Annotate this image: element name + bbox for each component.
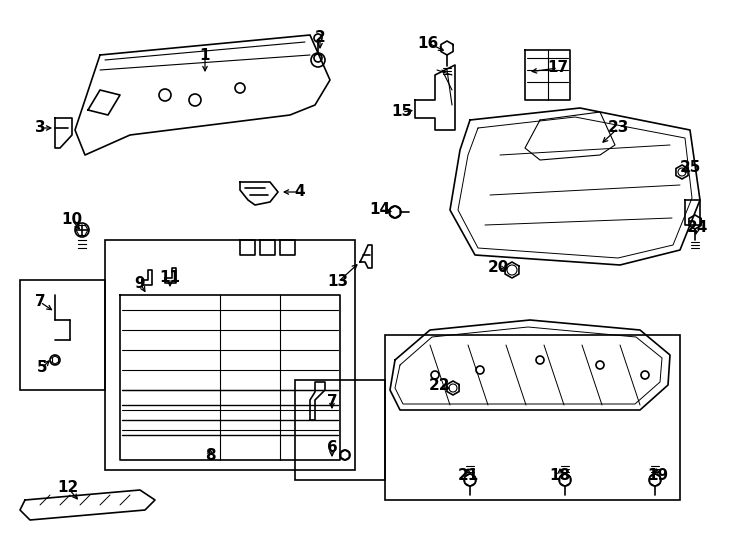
Text: 5: 5 bbox=[37, 361, 47, 375]
Text: 9: 9 bbox=[134, 275, 145, 291]
Text: 11: 11 bbox=[159, 271, 181, 286]
Text: 3: 3 bbox=[34, 120, 46, 136]
Text: 24: 24 bbox=[686, 220, 708, 235]
Bar bbox=[105, 240, 355, 470]
Text: 21: 21 bbox=[457, 469, 479, 483]
Text: 14: 14 bbox=[369, 202, 390, 218]
Text: 12: 12 bbox=[57, 481, 79, 496]
Text: 15: 15 bbox=[391, 105, 413, 119]
Text: 10: 10 bbox=[62, 213, 82, 227]
Text: 20: 20 bbox=[487, 260, 509, 275]
Text: 13: 13 bbox=[327, 274, 349, 289]
Text: 7: 7 bbox=[327, 395, 338, 409]
Text: 2: 2 bbox=[315, 30, 325, 45]
Text: 17: 17 bbox=[548, 60, 569, 76]
Text: 1: 1 bbox=[200, 48, 210, 63]
Text: 18: 18 bbox=[550, 469, 570, 483]
Text: 19: 19 bbox=[647, 469, 669, 483]
Text: 6: 6 bbox=[327, 441, 338, 456]
Text: 7: 7 bbox=[34, 294, 46, 309]
Text: 8: 8 bbox=[205, 449, 215, 463]
Text: 23: 23 bbox=[607, 120, 629, 136]
Bar bbox=[385, 335, 680, 500]
Text: 25: 25 bbox=[679, 160, 701, 176]
Text: 4: 4 bbox=[294, 185, 305, 199]
Text: 22: 22 bbox=[429, 377, 451, 393]
Bar bbox=[295, 380, 385, 480]
Bar bbox=[20, 280, 105, 390]
Text: 16: 16 bbox=[418, 36, 439, 51]
